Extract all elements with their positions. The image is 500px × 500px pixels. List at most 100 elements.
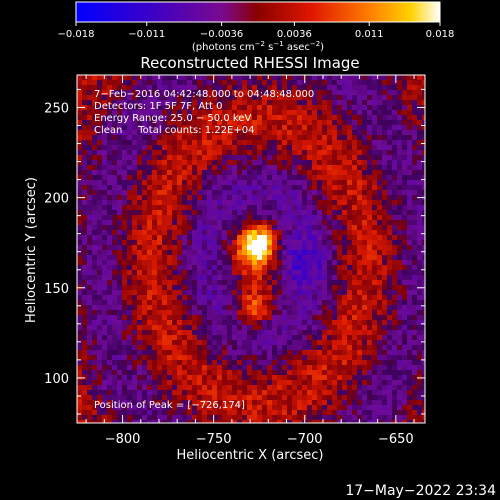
heatmap-pixel <box>272 390 277 395</box>
heatmap-pixel <box>82 130 87 135</box>
heatmap-pixel <box>147 270 152 275</box>
heatmap-pixel <box>292 125 297 130</box>
heatmap-pixel <box>87 205 92 210</box>
heatmap-pixel <box>247 355 252 360</box>
heatmap-pixel <box>262 340 267 345</box>
heatmap-pixel <box>272 415 277 420</box>
heatmap-pixel <box>142 360 147 365</box>
heatmap-pixel <box>352 420 357 423</box>
heatmap-pixel <box>77 265 82 270</box>
heatmap-pixel <box>332 80 337 85</box>
heatmap-pixel <box>242 405 247 410</box>
heatmap-pixel <box>402 410 407 415</box>
heatmap-pixel <box>307 130 312 135</box>
heatmap-pixel <box>112 335 117 340</box>
heatmap-pixel <box>307 195 312 200</box>
heatmap-pixel <box>222 290 227 295</box>
heatmap-pixel <box>402 285 407 290</box>
heatmap-pixel <box>162 405 167 410</box>
heatmap-pixel <box>182 110 187 115</box>
heatmap-pixel <box>247 280 252 285</box>
heatmap-pixel <box>292 115 297 120</box>
heatmap-pixel <box>382 265 387 270</box>
heatmap-pixel <box>102 350 107 355</box>
heatmap-pixel <box>197 200 202 205</box>
heatmap-pixel <box>392 175 397 180</box>
heatmap-pixel <box>197 145 202 150</box>
heatmap-pixel <box>272 255 277 260</box>
heatmap-pixel <box>227 180 232 185</box>
heatmap-pixel <box>182 330 187 335</box>
heatmap-pixel <box>412 360 417 365</box>
heatmap-pixel <box>102 280 107 285</box>
heatmap-pixel <box>182 415 187 420</box>
heatmap-pixel <box>327 185 332 190</box>
heatmap-pixel <box>247 305 252 310</box>
heatmap-pixel <box>297 350 302 355</box>
heatmap-pixel <box>222 345 227 350</box>
heatmap-pixel <box>392 140 397 145</box>
heatmap-pixel <box>382 120 387 125</box>
heatmap-pixel <box>87 325 92 330</box>
heatmap-pixel <box>117 275 122 280</box>
heatmap-pixel <box>237 85 242 90</box>
heatmap-pixel <box>347 140 352 145</box>
heatmap-pixel <box>297 270 302 275</box>
heatmap-pixel <box>237 75 242 80</box>
heatmap-pixel <box>297 155 302 160</box>
heatmap-pixel <box>407 310 412 315</box>
heatmap-pixel <box>162 390 167 395</box>
heatmap-pixel <box>252 200 257 205</box>
heatmap-pixel <box>342 365 347 370</box>
heatmap-pixel <box>87 235 92 240</box>
heatmap-pixel <box>337 320 342 325</box>
heatmap-pixel <box>402 110 407 115</box>
heatmap-pixel <box>297 315 302 320</box>
heatmap-pixel <box>92 270 97 275</box>
heatmap-pixel <box>282 285 287 290</box>
heatmap-pixel <box>117 250 122 255</box>
heatmap-pixel <box>422 140 425 145</box>
heatmap-pixel <box>302 370 307 375</box>
heatmap-pixel <box>357 260 362 265</box>
heatmap-pixel <box>112 200 117 205</box>
heatmap-pixel <box>167 105 172 110</box>
heatmap-pixel <box>402 290 407 295</box>
heatmap-pixel <box>197 195 202 200</box>
heatmap-pixel <box>397 130 402 135</box>
heatmap-pixel <box>177 385 182 390</box>
heatmap-pixel <box>207 400 212 405</box>
heatmap-pixel <box>177 240 182 245</box>
heatmap-pixel <box>197 120 202 125</box>
heatmap-pixel <box>252 190 257 195</box>
heatmap-pixel <box>112 340 117 345</box>
heatmap-pixel <box>242 275 247 280</box>
heatmap-pixel <box>277 115 282 120</box>
heatmap-pixel <box>107 95 112 100</box>
heatmap-pixel <box>262 385 267 390</box>
heatmap-pixel <box>322 115 327 120</box>
heatmap-pixel <box>387 350 392 355</box>
heatmap-pixel <box>157 120 162 125</box>
heatmap-pixel <box>412 195 417 200</box>
heatmap-pixel <box>102 305 107 310</box>
heatmap-pixel <box>92 85 97 90</box>
heatmap-pixel <box>107 235 112 240</box>
heatmap-pixel <box>327 130 332 135</box>
heatmap-pixel <box>287 255 292 260</box>
heatmap-pixel <box>387 195 392 200</box>
x-tick-label: −700 <box>287 432 323 447</box>
heatmap-pixel <box>207 100 212 105</box>
plot-frame <box>76 74 426 424</box>
heatmap-pixel <box>212 275 217 280</box>
heatmap-pixel <box>207 310 212 315</box>
heatmap-pixel <box>332 205 337 210</box>
heatmap-pixel <box>247 375 252 380</box>
heatmap-pixel <box>97 215 102 220</box>
heatmap-pixel <box>147 280 152 285</box>
heatmap-pixel <box>202 210 207 215</box>
heatmap-pixel <box>282 420 287 423</box>
heatmap-pixel <box>302 150 307 155</box>
heatmap-pixel <box>167 345 172 350</box>
heatmap-pixel <box>397 345 402 350</box>
